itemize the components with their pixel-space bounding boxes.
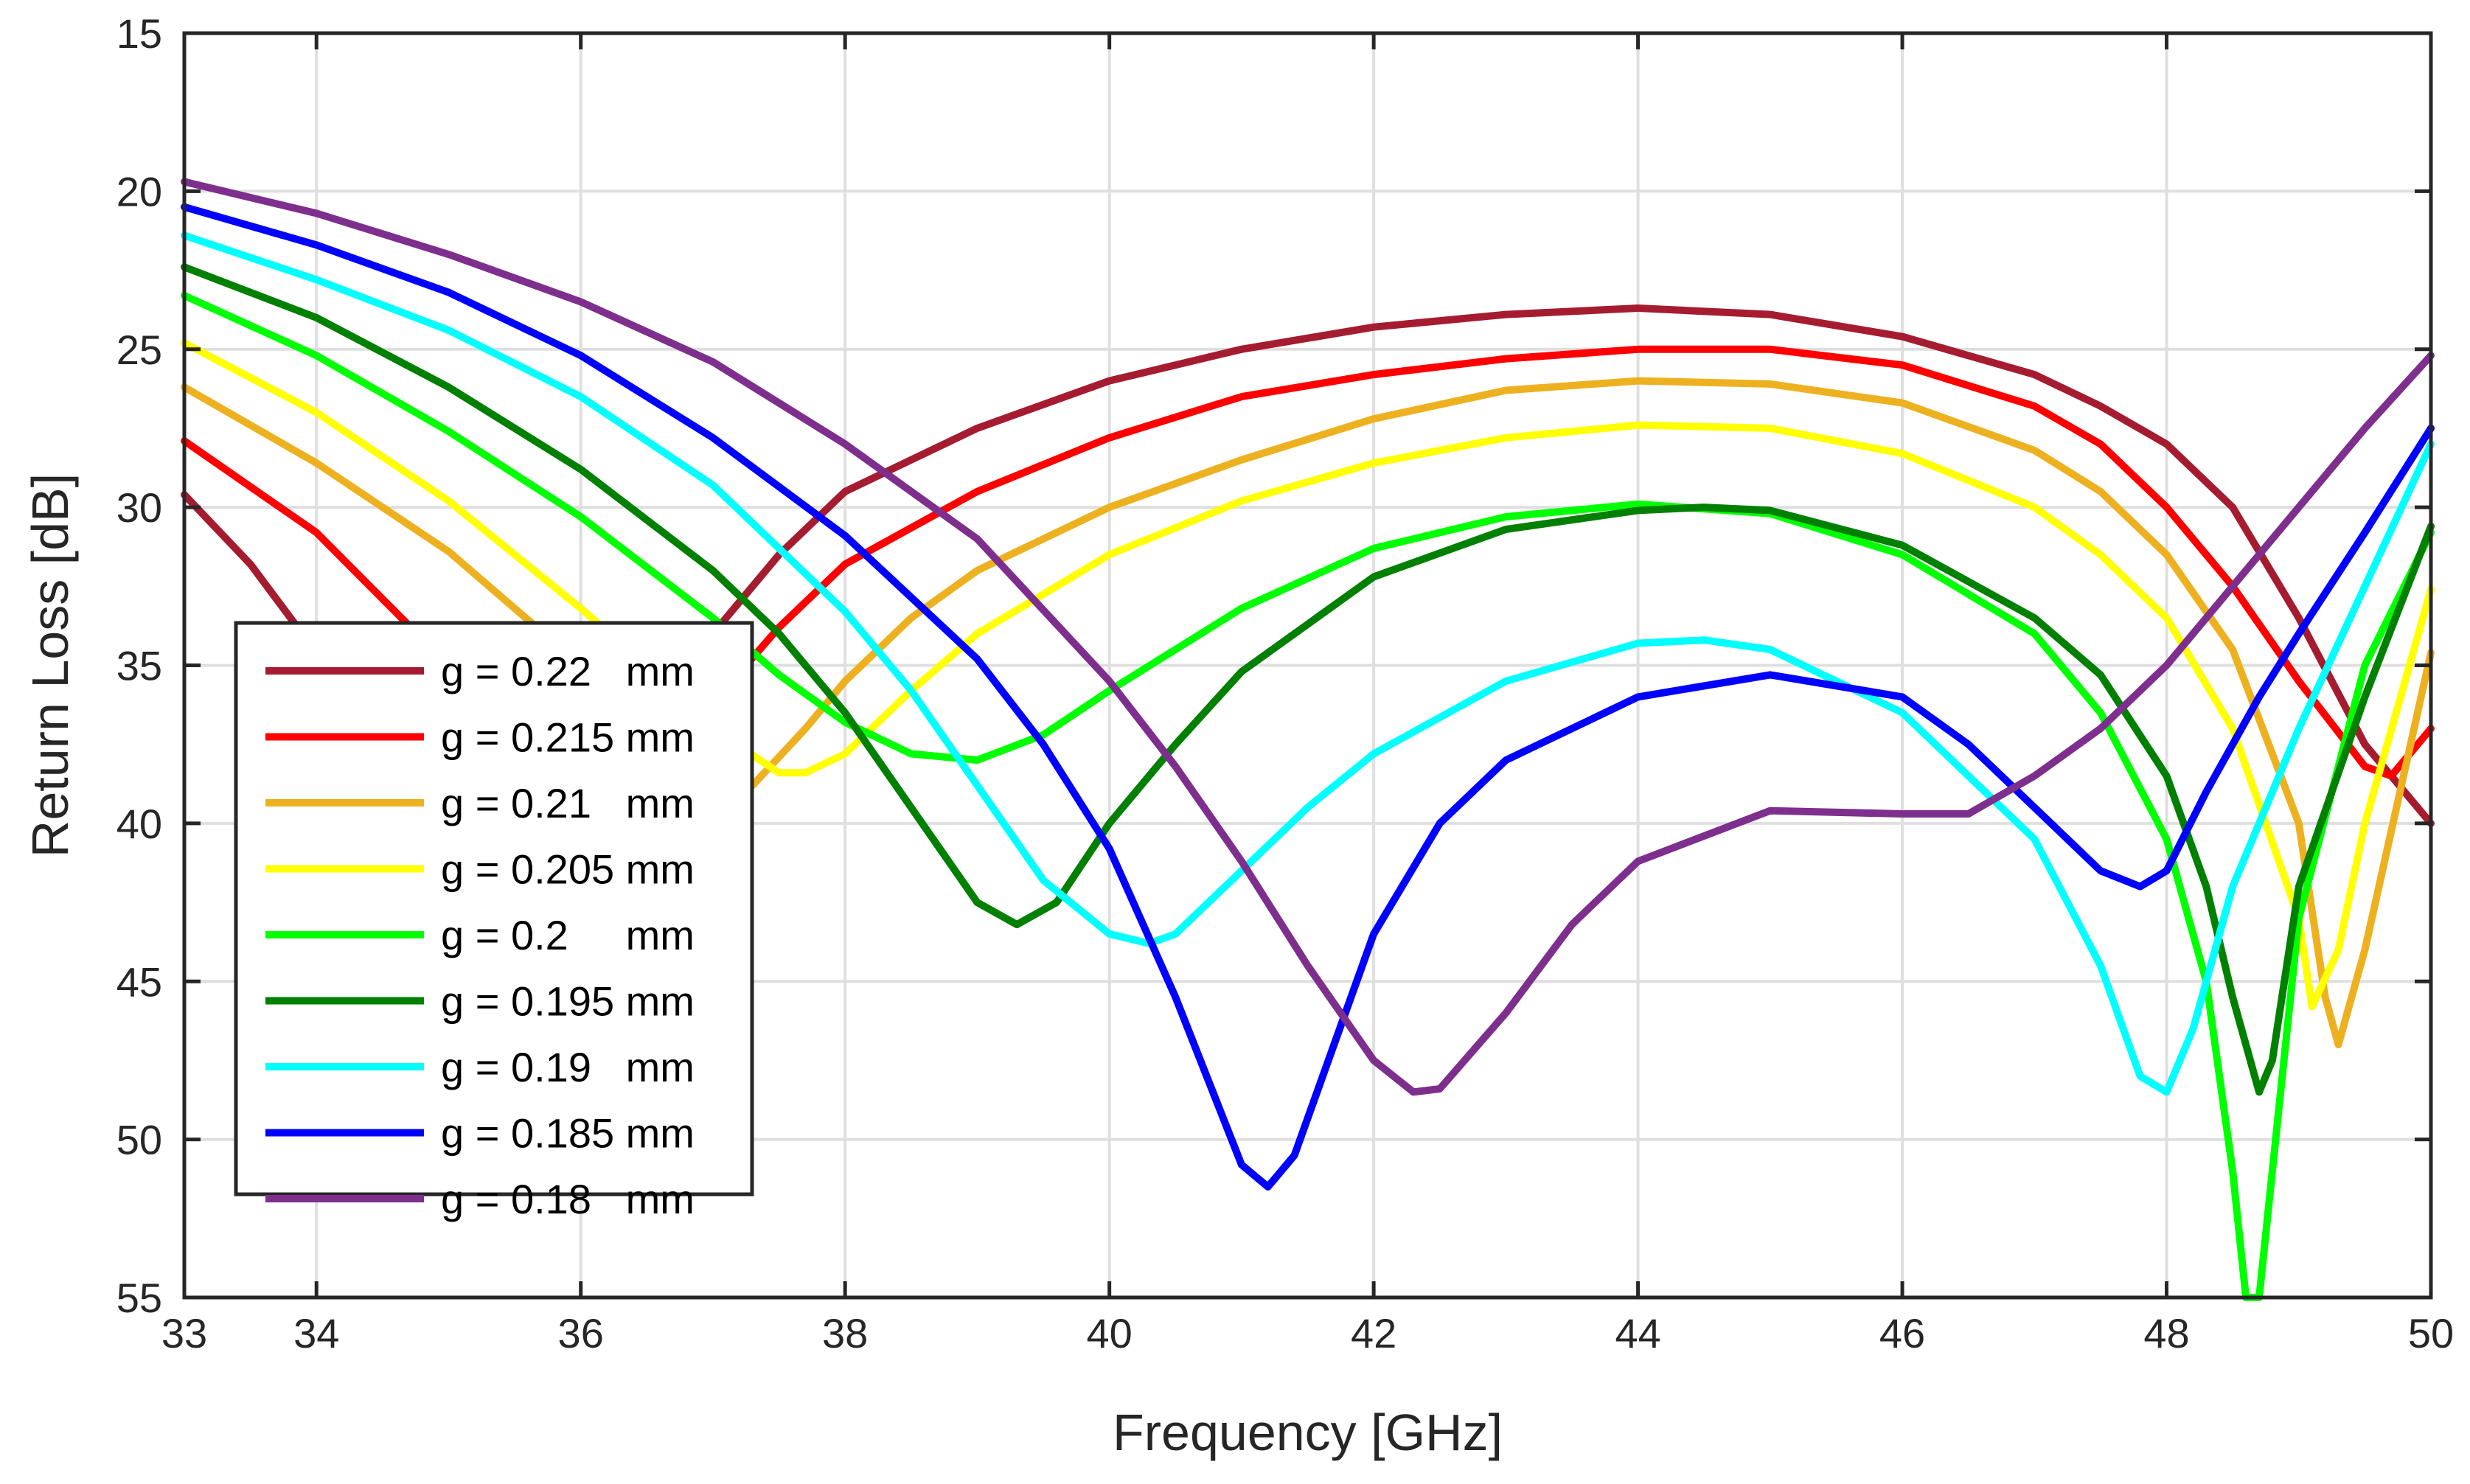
legend-label: g = 0.21 mm <box>441 780 695 826</box>
axis-ticks: 33 34 36 38 40 42 44 46 48 50 15 20 25 30 35 40 45 50 55 <box>116 10 2454 1356</box>
y-tick-label: 15 <box>116 10 162 57</box>
series-line-8 <box>181 178 2435 1096</box>
y-tick-label: 30 <box>116 484 162 531</box>
y-tick-label: 20 <box>116 168 162 215</box>
x-tick-label: 48 <box>2143 1310 2189 1356</box>
legend-box <box>234 621 754 1196</box>
x-tick-label: 33 <box>161 1310 207 1356</box>
y-tick-label: 45 <box>116 958 162 1005</box>
y-tick-label: 50 <box>116 1117 162 1163</box>
y-tick-label: 35 <box>116 643 162 689</box>
y-tick-label: 25 <box>116 327 162 373</box>
legend-label: g = 0.19 mm <box>441 1044 695 1090</box>
x-tick-label: 40 <box>1086 1310 1132 1356</box>
series-line-5 <box>181 263 2435 1096</box>
x-tick-label: 46 <box>1879 1310 1925 1356</box>
y-axis-title: Return Loss [dB] <box>21 473 79 857</box>
legend-label: g = 0.185 mm <box>441 1110 695 1157</box>
x-tick-label: 50 <box>2408 1310 2454 1356</box>
x-tick-label: 44 <box>1615 1310 1660 1356</box>
y-tick-label: 40 <box>116 801 162 847</box>
x-tick-label: 36 <box>558 1310 604 1356</box>
legend-label: g = 0.195 mm <box>441 978 695 1025</box>
series-line-6 <box>181 231 2435 1096</box>
legend-label: g = 0.18 mm <box>441 1176 695 1222</box>
legend-label: g = 0.215 mm <box>441 714 695 761</box>
x-tick-label: 34 <box>293 1310 339 1356</box>
y-tick-label: 55 <box>116 1275 162 1321</box>
x-tick-label: 38 <box>822 1310 868 1356</box>
legend: g = 0.22 mm g = 0.215 mm g = 0.21 mm g = 0.… <box>234 621 754 1222</box>
x-axis-title: Frequency [GHz] <box>1113 1404 1503 1461</box>
x-tick-label: 42 <box>1351 1310 1396 1356</box>
legend-label: g = 0.2 mm <box>441 912 695 958</box>
series-line-7 <box>181 203 2435 1191</box>
legend-label: g = 0.22 mm <box>441 648 695 694</box>
legend-label: g = 0.205 mm <box>441 846 695 893</box>
